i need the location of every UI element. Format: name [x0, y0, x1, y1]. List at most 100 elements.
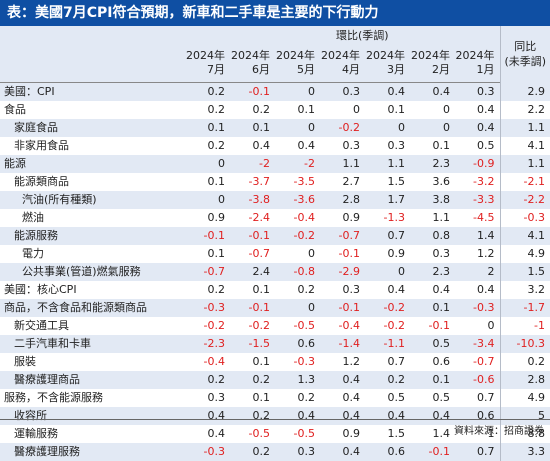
mom-value: 0.4 — [477, 283, 495, 296]
mom-value: 0.3 — [342, 85, 361, 98]
mom-value: 0.1 — [207, 247, 226, 260]
mom-value: 2.3 — [432, 157, 451, 170]
mom-value: -0.1 — [428, 445, 450, 458]
mom-value: 0.3 — [207, 391, 226, 404]
mom-value: 0.3 — [297, 445, 316, 458]
table-row: 食品 0.2 0.2 0.1 0 0.1 0 0.4 2.2 — [0, 101, 550, 119]
cpi-table: 環比(季調) 同比 (未季調) 2024年 7月 2024年 6月 2024年 5月 2024… — [0, 26, 550, 461]
row-label: 能源類商品 — [14, 175, 69, 188]
table-row: 非家用食品 0.2 0.4 0.4 0.3 0.3 0.1 0.5 4.1 — [0, 137, 550, 155]
mom-value: 0.4 — [207, 409, 226, 422]
mom-value: 1.3 — [297, 373, 316, 386]
mom-value: 0.5 — [387, 391, 406, 404]
mom-value: 0.7 — [387, 355, 406, 368]
mom-value: 0.2 — [387, 373, 406, 386]
table-row: 醫療護理商品 0.2 0.2 1.3 0.4 0.2 0.1 -0.6 2.8 — [0, 371, 550, 389]
mom-value: -0.2 — [338, 121, 360, 134]
mom-value: 1.2 — [342, 355, 361, 368]
row-label: 能源 — [4, 157, 26, 170]
mom-value: -0.2 — [383, 319, 405, 332]
yoy-value: 3.3 — [499, 443, 550, 461]
mom-value: 0 — [353, 103, 360, 116]
mom-value: -0.3 — [203, 301, 225, 314]
mom-value: 0 — [308, 85, 315, 98]
mom-value: -0.6 — [473, 373, 495, 386]
mom-value: -1.3 — [383, 211, 405, 224]
yoy-value: 4.9 — [499, 245, 550, 263]
mom-value: 0.4 — [432, 85, 451, 98]
mom-value: -0.5 — [248, 427, 270, 440]
mom-value: -0.1 — [428, 319, 450, 332]
mom-value: 0.4 — [297, 139, 316, 152]
row-label: 公共事業(管道)燃氣服務 — [22, 265, 141, 278]
mom-value: -1.1 — [383, 337, 405, 350]
row-label: 美國：CPI — [4, 85, 55, 98]
mom-value: -3.5 — [293, 175, 315, 188]
mom-value: -0.3 — [203, 445, 225, 458]
row-label: 醫療護理服務 — [14, 445, 80, 458]
table-row: 收容所 0.4 0.2 0.4 0.4 0.4 0.4 0.6 5 — [0, 407, 550, 425]
mom-value: -0.7 — [473, 355, 495, 368]
yoy-value: -0.3 — [499, 209, 550, 227]
mom-value: 0.6 — [387, 445, 406, 458]
mom-value: 0.4 — [297, 409, 316, 422]
mom-value: -2 — [304, 157, 315, 170]
mom-value: 0.1 — [432, 301, 451, 314]
mom-value: -0.3 — [473, 301, 495, 314]
table-row: 電力 0.1 -0.7 0 -0.1 0.9 0.3 1.2 4.9 — [0, 245, 550, 263]
yoy-value: 1.5 — [499, 263, 550, 281]
header-month: 2024年 3月 — [365, 44, 410, 83]
row-label: 服裝 — [14, 355, 36, 368]
row-label: 商品，不含食品和能源類商品 — [4, 301, 147, 314]
mom-value: 2.3 — [432, 265, 451, 278]
mom-value: 1 — [487, 427, 495, 440]
mom-value: 0.1 — [252, 355, 271, 368]
mom-value: 0 — [308, 247, 315, 260]
mom-value: 0 — [398, 121, 405, 134]
mom-value: 0.1 — [387, 103, 406, 116]
table-row: 家庭食品 0.1 0.1 0 -0.2 0 0 0.4 1.1 — [0, 119, 550, 137]
mom-value: -1.5 — [248, 337, 270, 350]
mom-value: 0.2 — [252, 103, 271, 116]
row-label: 美國：核心CPI — [4, 283, 77, 296]
mom-value: 0.2 — [207, 283, 226, 296]
mom-value: 0.5 — [477, 139, 495, 152]
mom-value: 2.8 — [342, 193, 361, 206]
yoy-value: 2.9 — [499, 82, 550, 101]
row-label: 新交通工具 — [14, 319, 69, 332]
table-row: 能源類商品 0.1 -3.7 -3.5 2.7 1.5 3.6 -3.2 -2.1 — [0, 173, 550, 191]
mom-value: 0.9 — [342, 211, 361, 224]
header-yoy: 同比 (未季調) — [499, 26, 550, 83]
mom-value: 2.4 — [252, 265, 271, 278]
row-label: 服務，不含能源服務 — [4, 391, 103, 404]
header-month: 2024年 4月 — [320, 44, 365, 83]
mom-value: -0.1 — [248, 85, 270, 98]
yoy-value: 4.1 — [499, 137, 550, 155]
mom-value: 0.4 — [342, 373, 361, 386]
mom-value: 0.7 — [477, 445, 495, 458]
mom-value: 1.2 — [477, 247, 495, 260]
mom-value: 0.1 — [252, 391, 271, 404]
header-mom-group: 環比(季調) — [335, 28, 389, 42]
mom-value: 2 — [487, 265, 495, 278]
mom-value: -0.8 — [293, 265, 315, 278]
mom-value: 0.4 — [342, 445, 361, 458]
mom-value: -2 — [259, 157, 270, 170]
mom-value: 0.6 — [297, 337, 316, 350]
figure-title: 表：美國7月CPI符合預期，新車和二手車是主要的下行動力 — [0, 0, 550, 26]
mom-value: 1.5 — [387, 427, 406, 440]
mom-value: 0.1 — [297, 103, 316, 116]
header-month: 2024年 1月 — [455, 44, 501, 83]
mom-value: 0 — [308, 121, 315, 134]
mom-value: 0.4 — [432, 409, 451, 422]
mom-value: 0.2 — [252, 445, 271, 458]
mom-value: 0.6 — [432, 355, 451, 368]
header-month: 2024年 7月 — [185, 44, 230, 83]
mom-value: 0.1 — [432, 139, 451, 152]
mom-value: -0.4 — [293, 211, 315, 224]
table-row: 公共事業(管道)燃氣服務 -0.7 2.4 -0.8 -2.9 0 2.3 2 1.5 — [0, 263, 550, 281]
mom-value: 0.2 — [207, 85, 226, 98]
mom-value: -4.5 — [473, 211, 495, 224]
mom-value: 0.4 — [477, 121, 495, 134]
